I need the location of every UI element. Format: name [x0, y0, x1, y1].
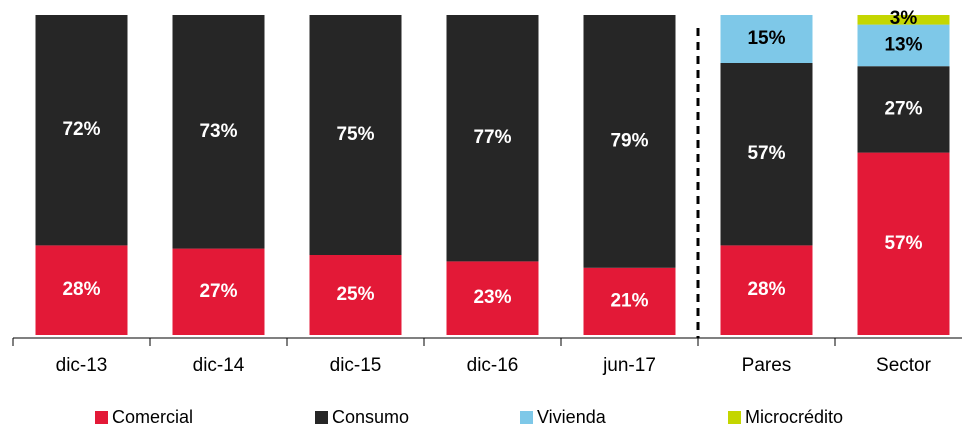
bar-segment: [720, 15, 813, 63]
bar-segment: [446, 261, 539, 335]
bar-segment: [583, 15, 676, 268]
legend-swatch: [728, 411, 741, 424]
legend-label: Comercial: [112, 407, 193, 427]
value-label: 27%: [884, 98, 922, 119]
bar-segment: [857, 15, 950, 25]
bar-segment: [446, 15, 539, 262]
legend-label: Vivienda: [537, 407, 607, 427]
legend-swatch: [315, 411, 328, 424]
value-label: 28%: [62, 279, 100, 300]
value-label: 23%: [473, 287, 511, 308]
x-tick-label: Sector: [876, 355, 932, 376]
legend-swatch: [95, 411, 108, 424]
bar-segment: [35, 15, 128, 246]
bar-segment: [720, 245, 813, 335]
value-label: 72%: [62, 119, 100, 140]
value-label: 57%: [747, 143, 785, 164]
value-label: 73%: [199, 121, 237, 142]
x-tick-label: jun-17: [602, 355, 656, 376]
bar-segment: [35, 245, 128, 335]
bar-segment: [309, 15, 402, 255]
legend-label: Microcrédito: [745, 407, 843, 427]
bar-segment: [857, 152, 950, 335]
legend-label: Consumo: [332, 407, 409, 427]
value-label: 21%: [610, 290, 648, 311]
value-label: 77%: [473, 127, 511, 148]
x-tick-label: dic-16: [467, 355, 519, 376]
bar-segment: [720, 63, 813, 246]
bar-segment: [583, 267, 676, 335]
value-label: 3%: [890, 8, 918, 29]
value-label: 13%: [884, 34, 922, 55]
value-label: 79%: [610, 130, 648, 151]
x-tick-label: dic-13: [56, 355, 108, 376]
value-label: 75%: [336, 124, 374, 145]
legend-swatch: [520, 411, 533, 424]
value-label: 15%: [747, 28, 785, 49]
value-label: 28%: [747, 279, 785, 300]
bar-segment: [309, 255, 402, 335]
bar-segment: [857, 66, 950, 153]
value-label: 27%: [199, 281, 237, 302]
bar-segment: [172, 15, 265, 249]
x-tick-label: dic-15: [330, 355, 382, 376]
bar-segment: [857, 24, 950, 67]
bar-segment: [172, 248, 265, 335]
x-tick-label: Pares: [742, 355, 792, 376]
value-label: 57%: [884, 233, 922, 254]
value-label: 25%: [336, 284, 374, 305]
x-tick-label: dic-14: [193, 355, 245, 376]
